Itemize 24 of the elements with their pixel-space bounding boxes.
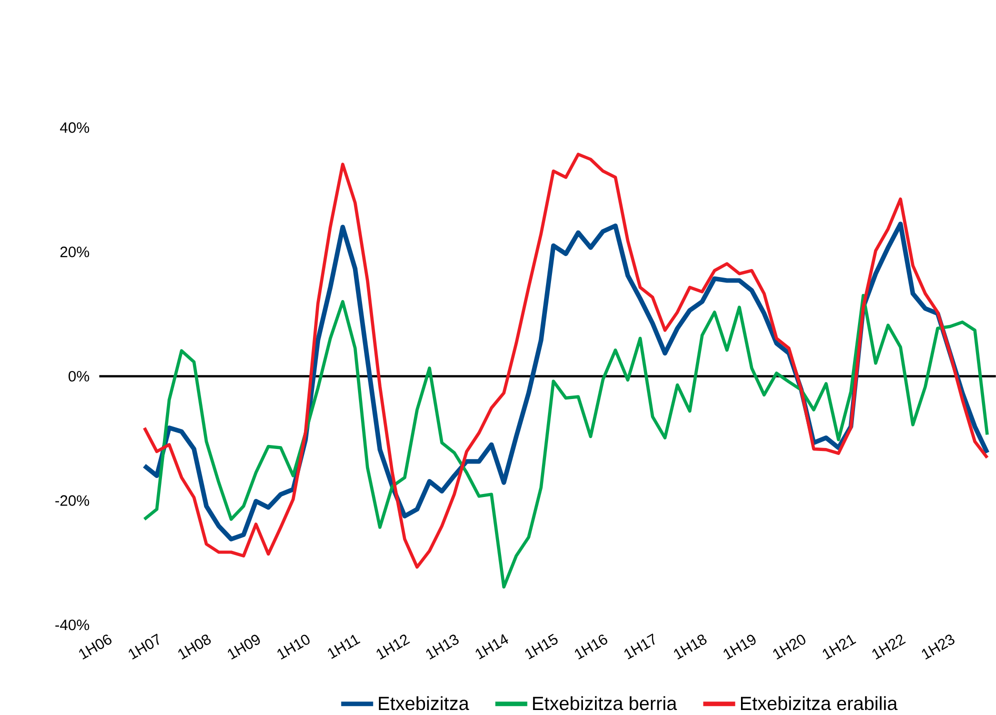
y-tick-label: 0% [68, 370, 90, 382]
y-tick-label: 40% [60, 122, 90, 133]
legend-label: Etxebizitza [378, 696, 470, 710]
x-tick-label: 1H09 [228, 634, 260, 660]
legend-label: Etxebizitza berria [533, 696, 677, 710]
x-tick-label: 1H18 [674, 634, 707, 660]
x-tick-label: 1H08 [178, 634, 211, 660]
x-tick-label: 1H12 [376, 634, 410, 660]
line-series [142, 152, 989, 568]
legend-label: Etxebizitza erabilia [740, 696, 898, 710]
x-tick-label: 1H20 [773, 634, 806, 660]
y-tick-label: -20% [55, 495, 90, 506]
x-tick-label: 1H13 [426, 634, 459, 660]
x-tick-label: 1H22 [872, 634, 906, 660]
x-tick-label: 1H16 [574, 634, 608, 660]
x-tick-label: 1H19 [724, 634, 756, 660]
line-series [142, 294, 989, 588]
y-tick-label: -40% [55, 619, 90, 630]
x-tick-label: 1H11 [328, 634, 360, 659]
x-tick-label: 1H21 [822, 634, 856, 660]
x-tick-label: 1H06 [79, 634, 112, 660]
y-tick-label: 20% [60, 246, 90, 258]
x-tick-label: 1H10 [277, 634, 310, 660]
x-tick-label: 1H23 [922, 634, 954, 660]
